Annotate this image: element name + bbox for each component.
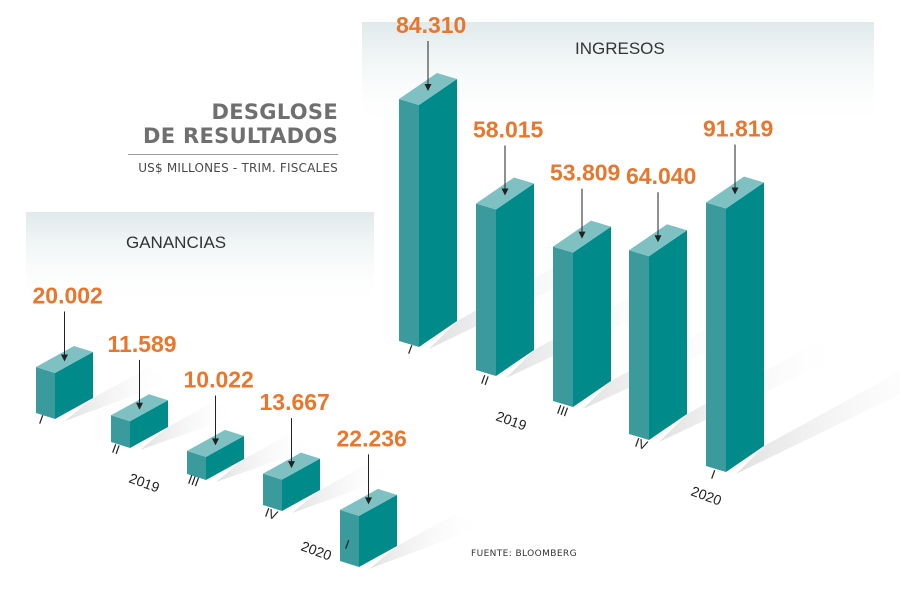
ingresos-year-label-2: 2020	[689, 483, 724, 509]
ingresos-bar-3	[553, 220, 611, 407]
ingresos-bar-4-front	[629, 250, 649, 440]
chart-title-line-1: DESGLOSE	[211, 100, 338, 124]
ganancias-bar-2-pointer-head	[136, 402, 143, 410]
source-note: FUENTE: BLOOMBERG	[471, 549, 577, 559]
ganancias-panel	[26, 212, 374, 308]
ingresos-bar-1-category-label: I	[406, 342, 415, 357]
ganancias-bar-3-pointer-head	[212, 438, 219, 446]
ingresos-bar-5-front	[706, 202, 726, 472]
ingresos-bar-4-value-label: 64.040	[626, 163, 696, 189]
ingresos-bar-1-front	[399, 99, 419, 347]
ingresos-bar-2-category-label: II	[479, 372, 491, 389]
ingresos-bar-3-front	[553, 246, 573, 407]
ganancias-panel-title: GANANCIAS	[126, 233, 226, 252]
ganancias-year-label-1: 2019	[127, 470, 162, 496]
ganancias-bar-1	[36, 346, 93, 419]
ganancias-bar-3-front	[187, 450, 206, 480]
ganancias-year-label-2: 2020	[299, 538, 334, 564]
ganancias-bar-1-value-label: 20.002	[33, 282, 103, 308]
ingresos-bar-5-side	[726, 182, 764, 472]
ingresos-bar-1-side	[419, 79, 457, 347]
ganancias-bar-4-front	[263, 473, 282, 511]
ganancias-bar-1-category-label: I	[37, 412, 46, 427]
ingresos-bar-3-value-label: 53.809	[550, 160, 620, 186]
ingresos-bar-4	[629, 224, 687, 440]
ganancias-bar-5-value-label: 22.236	[337, 425, 407, 451]
ingresos-bar-3-pointer-head	[578, 231, 586, 239]
ingresos-bar-3-category-label: III	[555, 402, 570, 420]
ingresos-bar-4-pointer-head	[654, 235, 662, 243]
ingresos-bar-1-pointer-head	[424, 84, 432, 91]
ingresos-bar-2-value-label: 58.015	[473, 116, 544, 142]
ingresos-bar-5	[706, 176, 764, 472]
ganancias-bar-5-front	[340, 509, 359, 567]
ingresos-bar-1-value-label: 84.310	[396, 12, 466, 38]
ganancias-bar-3-shadow	[216, 435, 315, 482]
ingresos-bar-4-category-label: IV	[633, 435, 650, 453]
ingresos-bar-2-pointer-head	[501, 188, 509, 196]
ganancias-bar-5-side	[359, 494, 397, 567]
ganancias-bar-1-pointer-head	[61, 354, 68, 362]
chart-title-block: DESGLOSE DE RESULTADOS US$ MILLONES - TR…	[128, 100, 338, 175]
chart-subtitle: US$ MILLONES - TRIM. FISCALES	[138, 161, 338, 175]
ganancias-bar-2-front	[111, 415, 130, 448]
ingresos-bar-2-front	[476, 203, 496, 376]
ganancias-bar-2-side	[130, 400, 168, 448]
ganancias-bar-4-value-label: 13.667	[260, 389, 330, 415]
ingresos-year-label-1: 2019	[494, 408, 529, 434]
ganancias-bar-2-category-label: II	[110, 441, 122, 458]
ganancias-bar-2-value-label: 11.589	[108, 331, 177, 357]
ganancias-bar-4-pointer-head	[288, 461, 295, 469]
ingresos-bar-1-shadow	[429, 231, 649, 349]
ingresos-panel-title: INGRESOS	[575, 39, 665, 58]
ingresos-bar-5-pointer-head	[731, 187, 739, 195]
ingresos-bar-2	[476, 177, 534, 376]
ganancias-bar-4-side	[282, 458, 320, 511]
title-divider	[128, 154, 338, 155]
chart-title-line-2: DE RESULTADOS	[143, 124, 338, 148]
ganancias-bar-3-side	[206, 435, 244, 480]
ingresos-bar-5-shadow	[736, 371, 900, 474]
ganancias-bar-4-shadow	[292, 464, 396, 513]
ingresos-bar-4-side	[649, 230, 687, 440]
ganancias-bar-5-pointer-head	[365, 497, 372, 505]
ganancias-bar-1-front	[36, 367, 55, 419]
ganancias-bar-4-category-label: IV	[263, 505, 280, 523]
ganancias-bar-5-category-label: I	[343, 537, 352, 552]
ingresos-bar-5-category-label: I	[709, 467, 718, 482]
ganancias-bar-5-shadow	[369, 514, 484, 569]
ingresos-bar-5-value-label: 91.819	[703, 115, 773, 141]
ganancias-bar-1-side	[55, 352, 93, 419]
ganancias-bar-1-shadow	[65, 367, 177, 421]
ganancias-bar-3-category-label: III	[186, 472, 201, 490]
ingresos-bar-2-side	[496, 183, 534, 376]
ganancias-bar-3-value-label: 10.022	[184, 366, 254, 392]
ingresos-bar-3-side	[573, 226, 611, 407]
ingresos-bar-1	[399, 73, 457, 347]
ganancias-bar-5	[340, 488, 397, 567]
